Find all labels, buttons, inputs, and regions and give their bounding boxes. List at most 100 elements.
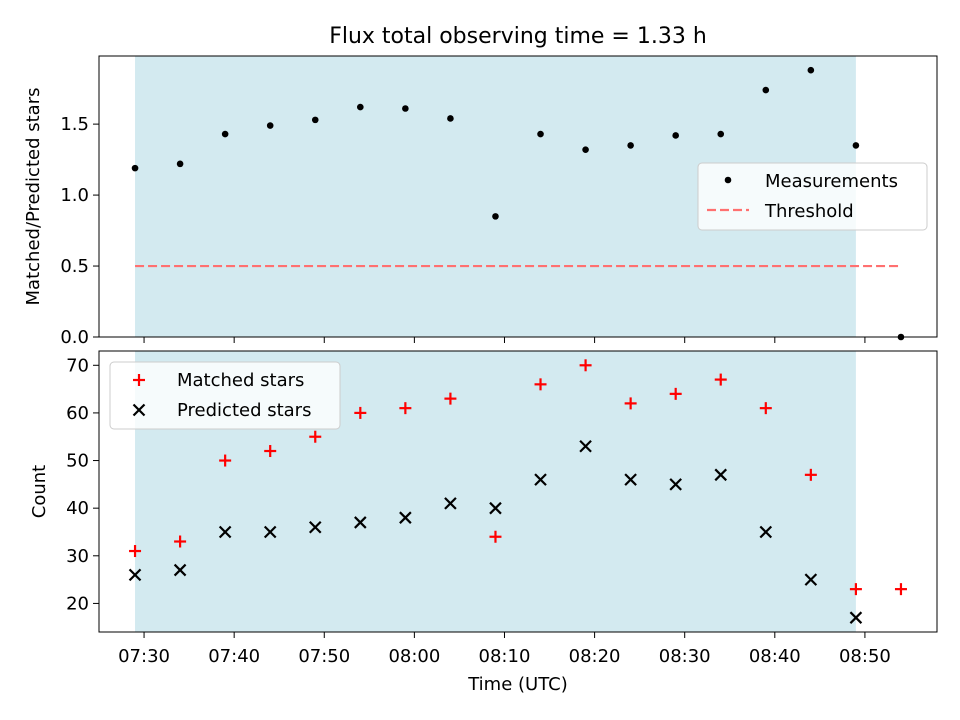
x-stroke (579, 439, 592, 453)
matched-star-point (489, 530, 502, 543)
bottom-ytick-label: 20 (66, 593, 89, 614)
bottom-panel: 20 30 40 50 60 70 07:30 07:40 07:50 08:00 08:10 08… (29, 350, 938, 695)
predicted-star-point (489, 501, 502, 515)
legend-matched-marker (133, 374, 145, 386)
matched-star-point (534, 378, 547, 391)
measurement-point (266, 122, 274, 129)
matched-star-point (309, 430, 322, 443)
top-legend: Measurements Threshold (697, 162, 928, 231)
chart-title: Flux total observing time = 1.33 h (329, 24, 707, 49)
x-axis-label: Time (UTC) (467, 674, 568, 695)
matched-star-point (849, 583, 862, 596)
predicted-star-point (399, 511, 412, 524)
predicted-star-point (218, 525, 232, 539)
x-tick-label: 08:00 (388, 646, 440, 667)
matched-star-point (174, 535, 187, 548)
x-stroke (759, 525, 773, 539)
matched-star-point (804, 468, 817, 481)
measurement-point (131, 164, 139, 172)
bottom-ytick-label: 50 (66, 451, 89, 472)
x-stroke (714, 468, 728, 482)
x-stroke (849, 611, 863, 624)
bottom-plot-frame (98, 350, 938, 633)
x-tick-label: 07:30 (118, 646, 170, 667)
measurement-point (762, 86, 770, 94)
predicted-star-point (173, 563, 187, 577)
bottom-y-axis: 20 30 40 50 60 70 (66, 355, 99, 614)
predicted-star-point (308, 520, 322, 534)
bottom-x-axis: 07:30 07:40 07:50 08:00 08:10 08:20 08:30 08:40… (118, 632, 891, 667)
measurement-point (852, 142, 860, 149)
matched-star-point (129, 545, 142, 558)
x-stroke (308, 520, 322, 534)
matched-star-point (669, 387, 682, 400)
predicted-star-point (128, 568, 142, 582)
x-tick-label: 08:10 (479, 646, 531, 667)
predicted-star-point (714, 468, 728, 482)
bottom-legend: Matched stars Predicted stars (109, 361, 341, 430)
measurement-point (672, 132, 679, 139)
bottom-marks (128, 359, 907, 624)
measurement-point (311, 116, 319, 124)
matched-star-point (399, 402, 412, 415)
matched-star-point (759, 402, 772, 415)
legend-predicted-label: Predicted stars (177, 400, 311, 421)
bottom-ytick-label: 70 (66, 355, 89, 376)
predicted-star-point (624, 473, 637, 486)
x-stroke (624, 473, 637, 486)
x-stroke (263, 525, 277, 539)
measurement-point (492, 213, 499, 220)
matched-star-point (624, 397, 637, 410)
matched-star-point (219, 454, 232, 467)
x-stroke (173, 563, 187, 577)
measurement-point (402, 105, 409, 112)
matched-star-point (579, 359, 592, 372)
x-stroke (399, 511, 412, 524)
matched-star-point (714, 373, 727, 386)
measurement-point (176, 160, 184, 168)
x-tick-label: 08:50 (839, 646, 891, 667)
matched-star-point (444, 392, 457, 405)
predicted-star-point (444, 497, 457, 510)
x-stroke (128, 568, 142, 582)
legend-matched-label: Matched stars (177, 370, 304, 391)
predicted-star-point (804, 573, 818, 586)
top-x-axis (143, 337, 866, 343)
measurement-point (537, 130, 544, 138)
x-stroke (669, 478, 682, 491)
bottom-y-axis-label: Count (29, 465, 50, 518)
legend-threshold-label: Threshold (764, 201, 854, 222)
measurement-point (627, 142, 634, 149)
x-tick-label: 07:40 (208, 646, 260, 667)
top-panel: 0.0 0.5 1.0 1.5 Flux total observing time =… (23, 24, 938, 348)
legend-measurements-marker (724, 176, 732, 184)
x-tick-label: 08:40 (749, 646, 801, 667)
legend-frame (109, 361, 341, 430)
legend-frame (697, 162, 928, 231)
measurement-point (221, 130, 229, 138)
x-tick-label: 07:50 (298, 646, 350, 667)
x-stroke (132, 403, 146, 417)
legend-predicted-marker (132, 403, 146, 417)
bottom-ytick-label: 60 (66, 403, 89, 424)
predicted-star-point (354, 516, 367, 529)
matched-star-point (354, 406, 367, 419)
predicted-star-point (263, 525, 277, 539)
top-ytick-label: 0.5 (60, 256, 89, 277)
predicted-star-point (759, 525, 773, 539)
measurement-point (807, 66, 815, 74)
x-stroke (218, 525, 232, 539)
top-plot-frame (98, 55, 938, 338)
x-tick-label: 08:30 (659, 646, 711, 667)
x-stroke (804, 573, 818, 586)
top-y-axis: 0.0 0.5 1.0 1.5 (60, 114, 99, 348)
predicted-star-point (534, 473, 547, 486)
predicted-star-point (849, 611, 863, 624)
x-stroke (354, 516, 367, 529)
measurement-point (717, 130, 725, 138)
top-ytick-label: 1.5 (60, 114, 89, 135)
x-stroke (489, 501, 502, 515)
measurement-point (447, 115, 454, 122)
top-y-axis-label: Matched/Predicted stars (23, 88, 44, 306)
